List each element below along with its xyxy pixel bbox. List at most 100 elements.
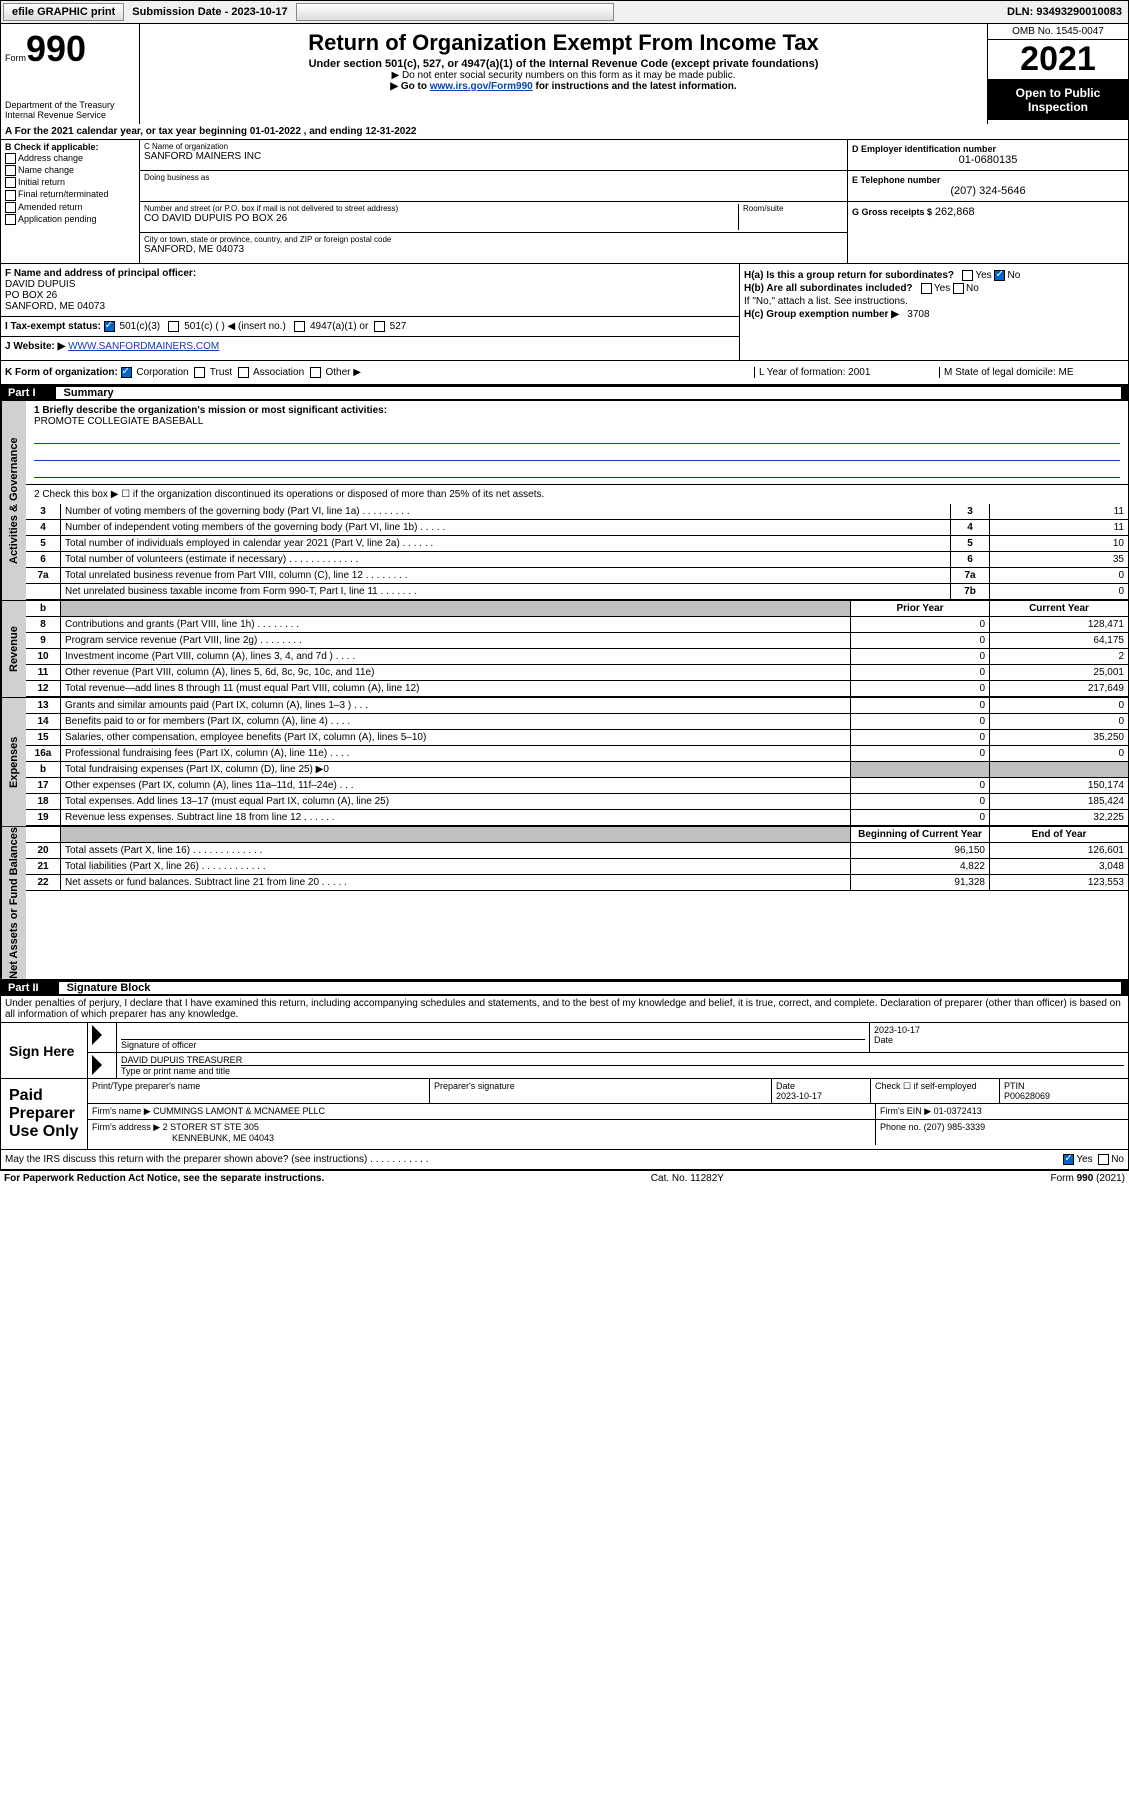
- part1-title: Summary: [56, 387, 1121, 399]
- discuss-row: May the IRS discuss this return with the…: [0, 1150, 1129, 1170]
- net-section: Net Assets or Fund Balances Beginning of…: [0, 827, 1129, 980]
- col-b-checkboxes: B Check if applicable: Address change Na…: [1, 140, 140, 263]
- hb-no[interactable]: [953, 283, 964, 294]
- k-trust-check[interactable]: [194, 367, 205, 378]
- i-501c3-label: 501(c)(3): [120, 321, 161, 332]
- table-row: 10Investment income (Part VIII, column (…: [26, 649, 1128, 665]
- k-label: K Form of organization:: [5, 367, 118, 378]
- submission-date-label: Submission Date - 2023-10-17: [126, 4, 293, 20]
- discuss-no-label: No: [1111, 1154, 1124, 1165]
- k-corp-check[interactable]: [121, 367, 132, 378]
- address-row: Number and street (or P.O. box if mail i…: [140, 202, 847, 233]
- hb-label: H(b) Are all subordinates included?: [744, 283, 913, 294]
- net-body: Beginning of Current Year End of Year 20…: [26, 827, 1128, 979]
- check-final-return[interactable]: Final return/terminated: [5, 189, 135, 200]
- prior-year-header: Prior Year: [851, 601, 990, 617]
- firm-name-label: Firm's name ▶: [92, 1106, 151, 1116]
- exp-section: Expenses 13Grants and similar amounts pa…: [0, 698, 1129, 827]
- hb-yes[interactable]: [921, 283, 932, 294]
- part1-label: Part I: [8, 387, 56, 399]
- table-row: 13Grants and similar amounts paid (Part …: [26, 698, 1128, 714]
- sig-name-value: DAVID DUPUIS TREASURER: [121, 1055, 1124, 1066]
- firm-addr-label: Firm's address ▶: [92, 1122, 160, 1132]
- ha-label: H(a) Is this a group return for subordin…: [744, 270, 954, 281]
- part2-title: Signature Block: [59, 982, 1121, 994]
- c-name-value: SANFORD MAINERS INC: [144, 151, 843, 162]
- submission-label-text: Submission Date: [132, 6, 221, 18]
- check-501c[interactable]: [168, 321, 179, 332]
- hc-value: 3708: [907, 309, 929, 320]
- sign-here-label: Sign Here: [1, 1023, 87, 1078]
- cat-no: Cat. No. 11282Y: [651, 1173, 724, 1184]
- sig-date-label: Date: [874, 1035, 1124, 1045]
- table-row: 22Net assets or fund balances. Subtract …: [26, 875, 1128, 891]
- efile-print-button[interactable]: efile GRAPHIC print: [3, 3, 124, 21]
- hb-row: H(b) Are all subordinates included? Yes …: [744, 283, 1124, 294]
- firm-ein-value: 01-0372413: [934, 1106, 982, 1116]
- sign-here-body: Signature of officer 2023-10-17 Date DAV…: [87, 1023, 1128, 1078]
- firm-addr-row: Firm's address ▶ 2 STORER ST STE 305 KEN…: [88, 1120, 1128, 1145]
- form-990-page: efile GRAPHIC print Submission Date - 20…: [0, 0, 1129, 1186]
- ha-yes[interactable]: [962, 270, 973, 281]
- paid-preparer-label: Paid Preparer Use Only: [1, 1079, 87, 1149]
- b-label: B Check if applicable:: [5, 142, 135, 152]
- prep-selfemp-check[interactable]: Check ☐ if self-employed: [871, 1079, 1000, 1103]
- i-label: I Tax-exempt status:: [5, 321, 101, 332]
- table-row: 7aTotal unrelated business revenue from …: [26, 568, 1128, 584]
- mission-line: [34, 463, 1120, 478]
- hc-row: H(c) Group exemption number ▶ 3708: [744, 309, 1124, 320]
- table-row: 15Salaries, other compensation, employee…: [26, 730, 1128, 746]
- mission-line: [34, 446, 1120, 461]
- tab-revenue: Revenue: [1, 601, 26, 697]
- irs-label: Internal Revenue Service: [5, 110, 135, 120]
- discuss-yes-check[interactable]: [1063, 1154, 1074, 1165]
- check-application-pending[interactable]: Application pending: [5, 214, 135, 225]
- sig-officer-line[interactable]: [121, 1025, 865, 1040]
- header-left: Form990 Department of the Treasury Inter…: [1, 24, 140, 124]
- check-address-change[interactable]: Address change: [5, 153, 135, 164]
- room-label: Room/suite: [743, 204, 843, 213]
- part2-header: Part II Signature Block: [0, 980, 1129, 996]
- current-year-header: Current Year: [990, 601, 1129, 617]
- tab-netassets: Net Assets or Fund Balances: [1, 827, 26, 979]
- mission-block: 1 Briefly describe the organization's mi…: [26, 401, 1128, 485]
- check-501c3[interactable]: [104, 321, 115, 332]
- net-table: Beginning of Current Year End of Year 20…: [26, 827, 1128, 891]
- firm-addr2: KENNEBUNK, ME 04043: [92, 1133, 871, 1143]
- prep-date-label: Date: [776, 1081, 866, 1091]
- check-name-change[interactable]: Name change: [5, 165, 135, 176]
- ssn-note: ▶ Do not enter social security numbers o…: [144, 70, 983, 81]
- blank-button[interactable]: [296, 3, 614, 21]
- form-number: 990: [26, 28, 86, 69]
- table-row: 11Other revenue (Part VIII, column (A), …: [26, 665, 1128, 681]
- firm-name-row: Firm's name ▶ CUMMINGS LAMONT & MCNAMEE …: [88, 1104, 1128, 1120]
- topbar: efile GRAPHIC print Submission Date - 20…: [0, 0, 1129, 24]
- dba-label: Doing business as: [144, 173, 843, 182]
- table-row: 17Other expenses (Part IX, column (A), l…: [26, 778, 1128, 794]
- check-initial-return[interactable]: Initial return: [5, 177, 135, 188]
- discuss-no-check[interactable]: [1098, 1154, 1109, 1165]
- table-row: 8Contributions and grants (Part VIII, li…: [26, 617, 1128, 633]
- check-527[interactable]: [374, 321, 385, 332]
- irs-link[interactable]: www.irs.gov/Form990: [430, 81, 533, 92]
- website-link[interactable]: WWW.SANFORDMAINERS.COM: [68, 341, 219, 352]
- ha-no[interactable]: [994, 270, 1005, 281]
- paid-preparer-section: Paid Preparer Use Only Print/Type prepar…: [0, 1079, 1129, 1150]
- omb-number: OMB No. 1545-0047: [988, 24, 1128, 40]
- section-fh: F Name and address of principal officer:…: [0, 264, 1129, 361]
- table-row: 5Total number of individuals employed in…: [26, 536, 1128, 552]
- note2-suffix: for instructions and the latest informat…: [533, 81, 737, 92]
- i-527-label: 527: [390, 321, 407, 332]
- k-other-check[interactable]: [310, 367, 321, 378]
- table-row: 6Total number of volunteers (estimate if…: [26, 552, 1128, 568]
- instructions-note: ▶ Go to www.irs.gov/Form990 for instruct…: [144, 81, 983, 92]
- check-4947[interactable]: [294, 321, 305, 332]
- sign-arrow-icon: [92, 1055, 102, 1075]
- phone-row: E Telephone number (207) 324-5646: [848, 171, 1128, 202]
- firm-name-value: CUMMINGS LAMONT & MCNAMEE PLLC: [153, 1106, 325, 1116]
- check-amended-return[interactable]: Amended return: [5, 202, 135, 213]
- ein-row: D Employer identification number 01-0680…: [848, 140, 1128, 171]
- rev-body: b Prior Year Current Year 8Contributions…: [26, 601, 1128, 697]
- k-form-org: K Form of organization: Corporation Trus…: [5, 367, 754, 378]
- k-assoc-check[interactable]: [238, 367, 249, 378]
